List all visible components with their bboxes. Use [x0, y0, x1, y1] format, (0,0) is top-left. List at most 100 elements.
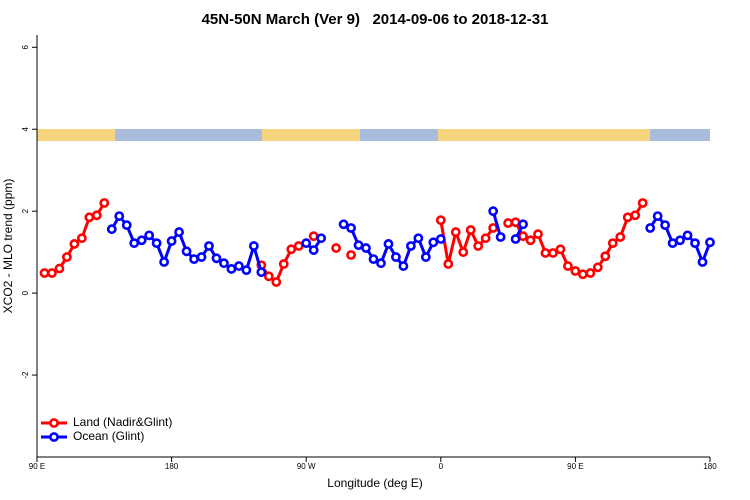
- point: [233, 261, 244, 271]
- point: [278, 259, 289, 269]
- point: [114, 211, 125, 221]
- point: [256, 267, 267, 278]
- legend-label: Ocean (Glint): [73, 429, 144, 443]
- point: [226, 264, 237, 274]
- point: [645, 223, 656, 233]
- point: [435, 215, 446, 226]
- legend-label: Land (Nadir&Glint): [73, 415, 172, 429]
- point: [136, 235, 147, 246]
- point: [308, 231, 319, 242]
- point: [705, 237, 715, 248]
- point: [338, 219, 349, 230]
- point: [607, 238, 618, 249]
- point: [518, 231, 528, 242]
- point: [548, 248, 558, 258]
- point: [697, 257, 708, 267]
- point: [540, 248, 551, 258]
- point: [189, 254, 199, 265]
- point: [577, 269, 588, 280]
- point: [637, 198, 648, 208]
- point: [151, 238, 162, 249]
- point: [301, 238, 312, 249]
- point: [47, 268, 57, 278]
- point: [144, 230, 155, 241]
- point: [54, 263, 65, 274]
- point: [353, 240, 364, 251]
- point: [615, 232, 626, 242]
- point: [555, 244, 566, 255]
- x-tick-label: 180: [703, 462, 717, 471]
- point: [413, 233, 424, 244]
- land-ocean-strip: [37, 129, 710, 141]
- point: [428, 237, 439, 248]
- point: [675, 235, 685, 246]
- point: [450, 227, 461, 237]
- point: [533, 229, 543, 240]
- point: [405, 241, 416, 251]
- point: [682, 230, 693, 241]
- point: [308, 245, 319, 255]
- y-axis-label: XCO2 - MLO trend (ppm): [1, 179, 15, 314]
- point: [488, 223, 499, 233]
- point: [181, 246, 192, 257]
- legend-marker: [49, 432, 59, 442]
- x-axis-label: Longitude (deg E): [327, 476, 422, 490]
- point: [346, 223, 356, 233]
- point: [331, 243, 342, 253]
- point: [248, 241, 259, 251]
- y-tick-label: 4: [21, 126, 30, 131]
- point: [525, 235, 536, 246]
- point: [630, 210, 641, 221]
- point: [121, 220, 132, 231]
- point: [84, 212, 95, 223]
- series: [106, 206, 715, 278]
- point: [585, 268, 596, 278]
- point: [166, 236, 177, 246]
- point: [660, 220, 671, 231]
- point: [435, 234, 446, 244]
- point: [510, 217, 521, 228]
- series: [39, 198, 648, 287]
- point: [316, 233, 327, 244]
- point: [346, 250, 356, 260]
- y-tick-label: 6: [21, 45, 30, 50]
- point: [570, 266, 581, 276]
- point: [488, 206, 499, 217]
- point: [690, 238, 700, 249]
- point: [62, 252, 72, 262]
- point: [361, 243, 371, 253]
- y-tick-label: 2: [21, 208, 30, 213]
- point: [91, 210, 102, 221]
- point: [286, 244, 297, 255]
- point: [510, 234, 521, 244]
- chart-title: 45N-50N March (Ver 9) 2014-09-06 to 2018…: [202, 11, 549, 28]
- point: [39, 268, 50, 278]
- point: [420, 252, 431, 262]
- point: [503, 218, 513, 228]
- x-tick-label: 90 W: [297, 462, 316, 471]
- point: [667, 238, 678, 249]
- point: [383, 239, 394, 249]
- point: [622, 212, 633, 223]
- y-tick-label: -2: [21, 371, 30, 379]
- point: [106, 224, 117, 235]
- point: [263, 271, 274, 282]
- x-tick-label: 180: [165, 462, 179, 471]
- point: [480, 233, 491, 244]
- point: [465, 225, 476, 235]
- point: [271, 277, 282, 287]
- land-strip: [262, 129, 360, 141]
- x-tick-label: 90 E: [29, 462, 45, 471]
- point: [219, 258, 229, 269]
- land-strip: [37, 129, 115, 141]
- x-tick-label: 90 E: [567, 462, 583, 471]
- y-tick-label: 0: [21, 290, 30, 295]
- point: [592, 262, 603, 273]
- point: [159, 257, 170, 267]
- point: [495, 232, 506, 242]
- land-strip: [438, 129, 650, 141]
- point: [600, 251, 611, 262]
- legend-marker: [49, 418, 59, 428]
- point: [204, 241, 214, 251]
